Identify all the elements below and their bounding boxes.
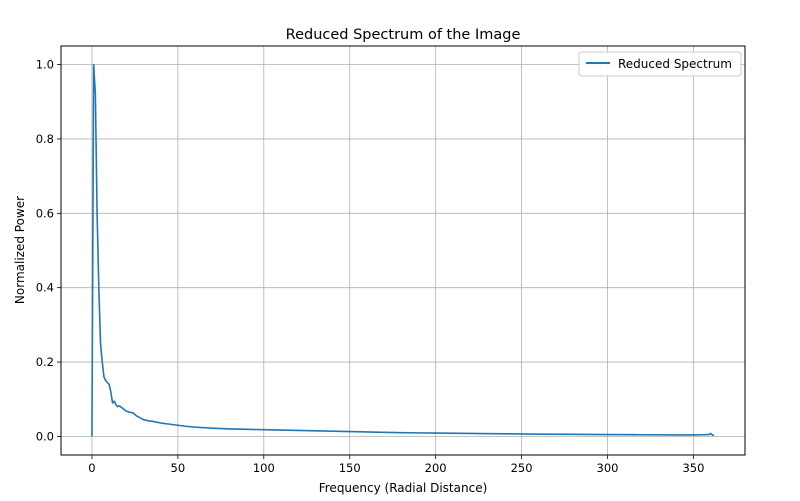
y-tick-label: 0.6	[36, 206, 54, 220]
x-tick-label: 150	[339, 461, 361, 475]
x-tick-label: 100	[253, 461, 275, 475]
y-tick-label: 0.2	[36, 355, 54, 369]
y-tick-label: 0.8	[36, 132, 54, 146]
chart-title: Reduced Spectrum of the Image	[286, 27, 521, 43]
y-tick-label: 0.0	[36, 429, 54, 443]
x-tick-label: 200	[425, 461, 447, 475]
plot-frame	[60, 45, 746, 456]
x-tick-label: 300	[597, 461, 619, 475]
x-tick-label: 50	[171, 461, 186, 475]
ticks: 0 50 100 150 200 250 300 350 0.0 0.2 0.4 0.6 0.8 1.0	[36, 58, 705, 475]
x-tick-label: 250	[511, 461, 533, 475]
y-axis-label: Normalized Power	[13, 196, 27, 304]
legend-box	[578, 51, 742, 77]
x-tick-label: 350	[682, 461, 704, 475]
y-tick-label: 1.0	[36, 58, 54, 72]
legend: Reduced Spectrum	[578, 51, 742, 77]
x-tick-label: 0	[88, 461, 95, 475]
y-tick-label: 0.4	[36, 281, 54, 295]
x-axis-label: Frequency (Radial Distance)	[319, 481, 488, 495]
legend-entry-label: Reduced Spectrum	[618, 57, 732, 71]
series-line-reduced-spectrum	[91, 63, 715, 437]
grid	[61, 46, 745, 455]
series-layer	[91, 63, 715, 437]
